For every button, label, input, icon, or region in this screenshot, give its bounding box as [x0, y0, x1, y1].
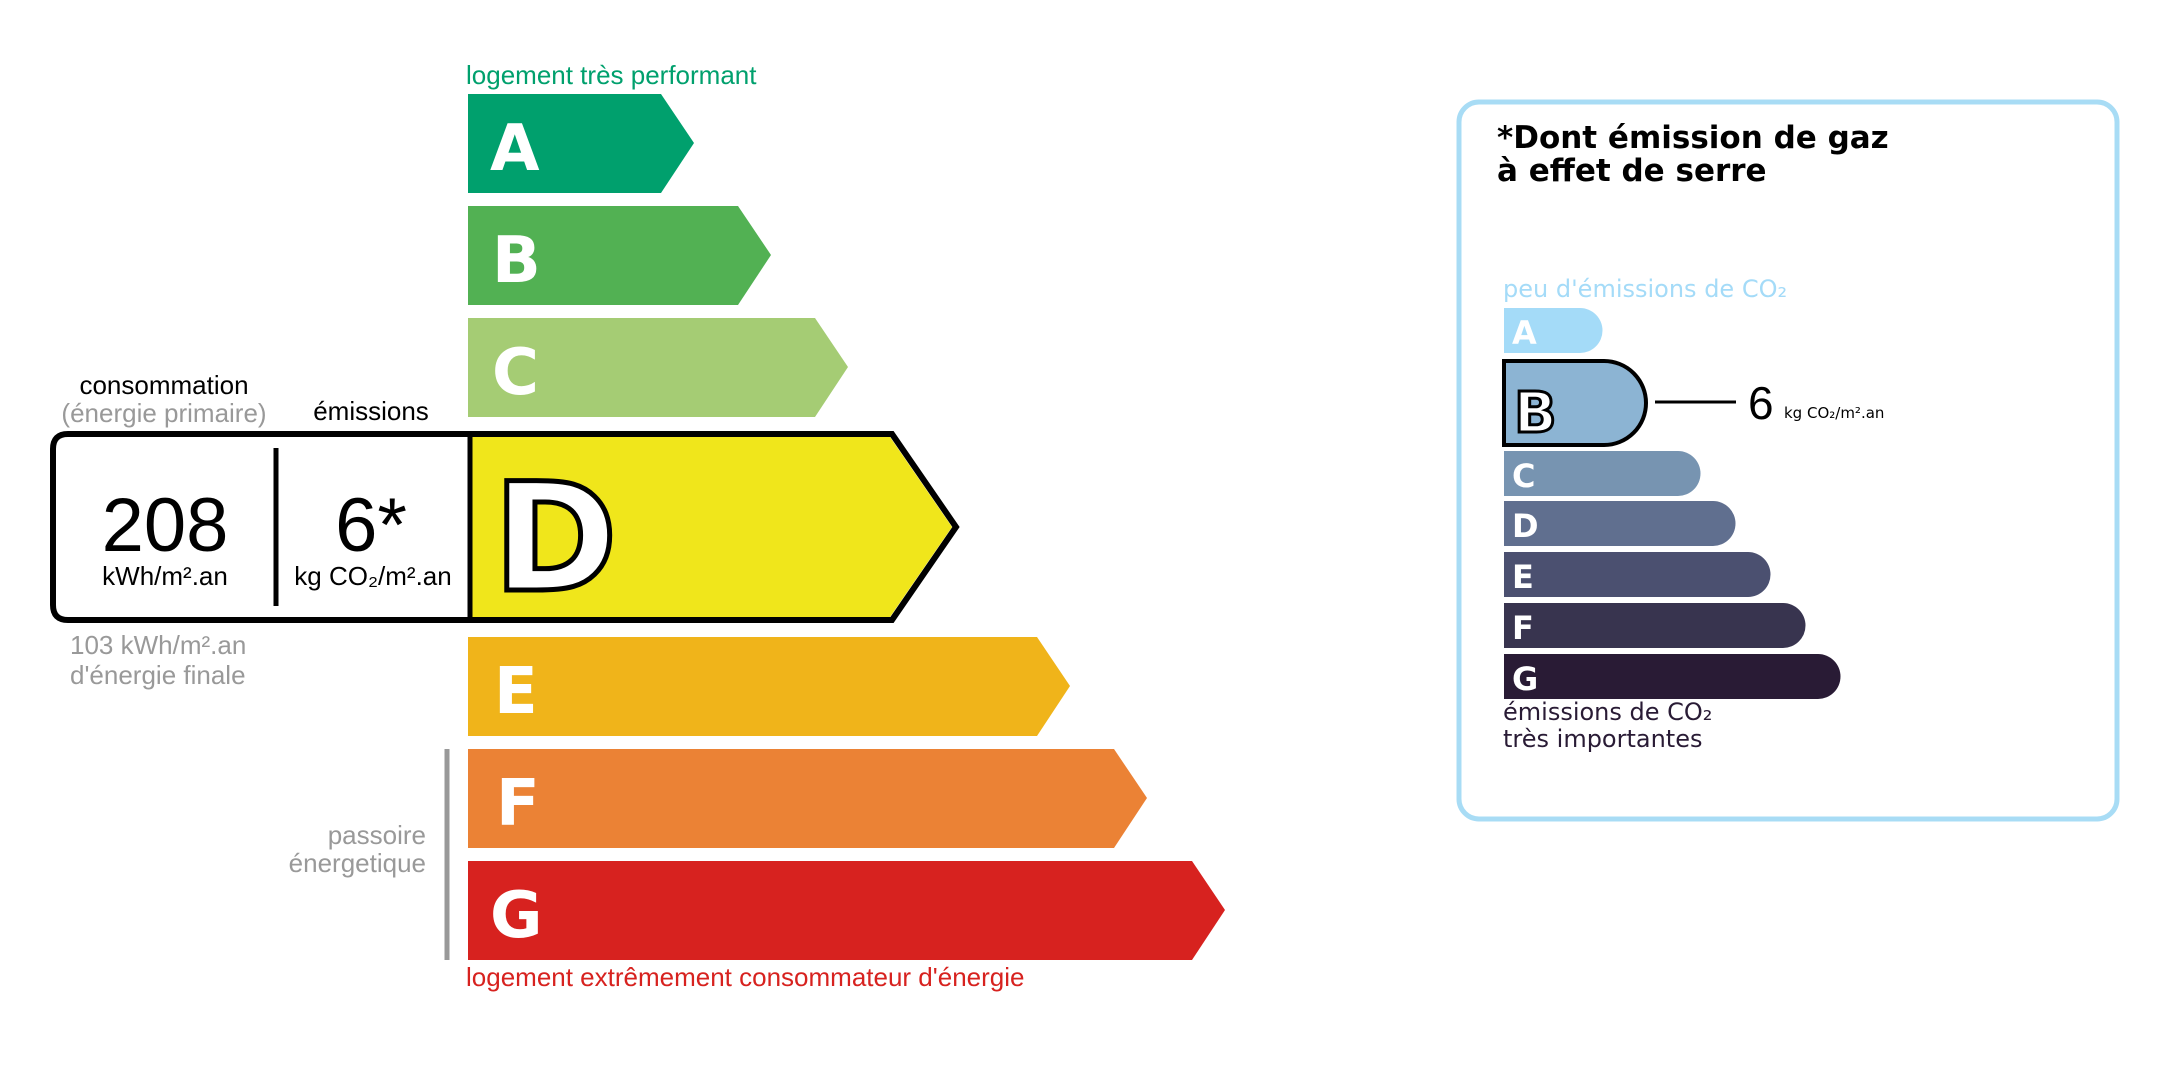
svg-text:B: B	[492, 224, 541, 298]
ges-bar-C: C	[1504, 451, 1701, 496]
energy-bar-A: A	[468, 94, 694, 193]
energy-bar-B: B	[468, 206, 771, 305]
ges-value: 6	[1748, 377, 1774, 429]
svg-text:E: E	[1512, 558, 1534, 596]
ges-current-bar-B: B	[1502, 359, 1648, 448]
energy-bar-G: G	[468, 861, 1225, 960]
svg-text:A: A	[490, 112, 540, 186]
ges-bar-F: F	[1504, 603, 1806, 648]
ges-title-line1: *Dont émission de gaz	[1497, 120, 1889, 156]
svg-text:C: C	[1512, 457, 1535, 495]
ges-bar-D: D	[1504, 501, 1736, 546]
svg-text:F: F	[1512, 609, 1534, 647]
svg-text:E: E	[494, 655, 538, 729]
svg-text:F: F	[496, 767, 540, 841]
consumption-subheader: (énergie primaire)	[61, 398, 267, 428]
final-energy-value: 103 kWh/m².an	[70, 630, 247, 660]
svg-text:D: D	[493, 452, 618, 626]
energy-bottom-label: logement extrêmement consommateur d'éner…	[466, 962, 1025, 992]
emissions-value: 6*	[335, 483, 407, 568]
svg-text:G: G	[1512, 660, 1538, 698]
energy-current-bar-D: D	[50, 431, 960, 629]
ges-bottom-label-1: émissions de CO₂	[1503, 698, 1713, 726]
energy-bar-E: E	[468, 637, 1070, 736]
energy-top-label: logement très performant	[466, 60, 757, 90]
energy-bar-F: F	[468, 749, 1147, 848]
consumption-unit: kWh/m².an	[102, 561, 228, 591]
consumption-value: 208	[101, 483, 229, 568]
svg-text:C: C	[492, 336, 539, 410]
ges-title-line2: à effet de serre	[1497, 153, 1767, 189]
emissions-header: émissions	[313, 396, 429, 426]
ges-top-label: peu d'émissions de CO₂	[1503, 275, 1788, 303]
ges-panel	[1456, 99, 2120, 822]
ges-bar-E: E	[1504, 552, 1771, 597]
ges-unit: kg CO₂/m².an	[1784, 404, 1885, 422]
svg-text:A: A	[1512, 314, 1537, 352]
passoire-label-2: énergetique	[288, 848, 426, 878]
svg-text:G: G	[490, 879, 543, 953]
ges-bar-G: G	[1504, 654, 1841, 699]
consumption-header: consommation	[79, 370, 249, 400]
emissions-unit: kg CO₂/m².an	[294, 561, 452, 591]
ges-bottom-label-2: très importantes	[1503, 725, 1703, 753]
svg-text:B: B	[1514, 381, 1557, 446]
passoire-label-1: passoire	[327, 820, 426, 850]
final-energy-label: d'énergie finale	[70, 660, 246, 690]
svg-text:D: D	[1512, 507, 1539, 545]
ges-bar-A: A	[1504, 308, 1603, 353]
energy-bar-C: C	[468, 318, 848, 417]
